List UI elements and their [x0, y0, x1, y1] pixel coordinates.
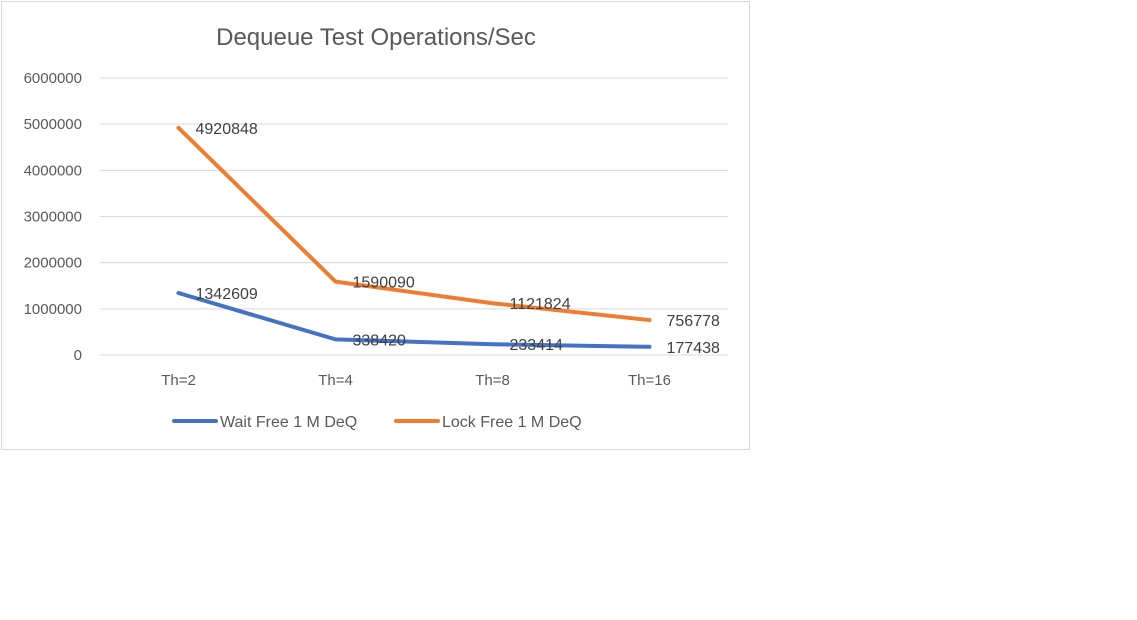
series-line-1: [176, 291, 652, 349]
data-label: 4920848: [196, 121, 258, 138]
y-tick-label: 2000000: [24, 255, 82, 272]
y-tick-label: 0: [74, 347, 82, 364]
data-labels: 1342609 338420 233414 177438 4920848 1590090 1…: [196, 121, 720, 357]
chart-title: Dequeue Test Operations/Sec: [216, 24, 536, 51]
x-tick-label: Th=2: [161, 372, 196, 389]
y-tick-label: 4000000: [24, 162, 82, 179]
y-tick-label: 1000000: [24, 301, 82, 318]
legend-label: Wait Free 1 M DeQ: [220, 414, 357, 431]
x-axis-ticks: Th=2 Th=4 Th=8 Th=16: [161, 372, 671, 389]
y-tick-label: 6000000: [24, 70, 82, 87]
y-axis-ticks: 0 1000000 2000000 3000000 4000000 5000000 6000…: [24, 70, 82, 364]
legend: Wait Free 1 M DeQ Lock Free 1 M DeQ: [172, 414, 582, 431]
data-label: 1121824: [510, 296, 571, 313]
data-label: 233414: [510, 337, 563, 354]
y-tick-label: 5000000: [24, 116, 82, 133]
gridlines: [100, 77, 728, 356]
series-line-2: [176, 125, 652, 323]
legend-label: Lock Free 1 M DeQ: [442, 414, 582, 431]
x-tick-label: Th=16: [628, 372, 671, 389]
line-chart: Dequeue Test Operations/Sec 0 1000000 2000…: [24, 24, 728, 431]
series-lines: [176, 125, 652, 349]
data-label: 1590090: [353, 275, 415, 292]
chart-frame: Dequeue Test Operations/Sec 0 1000000 2000…: [1, 1, 750, 450]
x-tick-label: Th=4: [318, 372, 353, 389]
y-tick-label: 3000000: [24, 209, 82, 226]
data-label: 338420: [353, 332, 406, 349]
data-label: 177438: [667, 340, 720, 357]
data-label: 756778: [667, 313, 720, 330]
x-tick-label: Th=8: [475, 372, 510, 389]
data-label: 1342609: [196, 286, 258, 303]
